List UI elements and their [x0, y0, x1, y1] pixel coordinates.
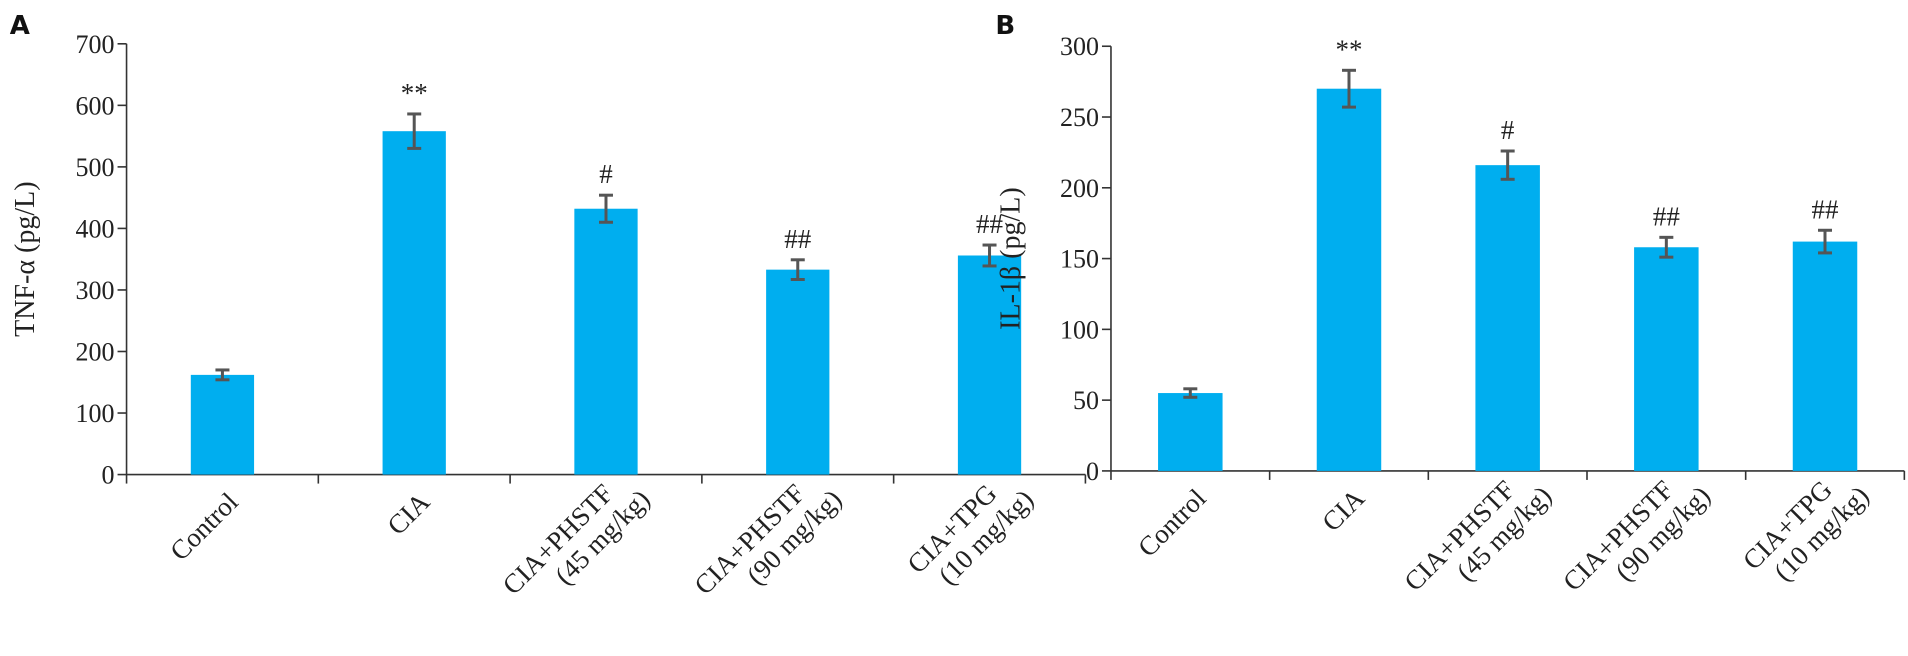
panel-a-chart: A 0 100 200 300 400 500 600 700 TNF-α (pg/L) Contr…: [10, 11, 1087, 622]
y-tick-label: 0: [102, 461, 115, 490]
significance-label: **: [401, 78, 428, 108]
y-tick-label: 50: [1073, 386, 1099, 415]
y-tick-label: 600: [76, 91, 115, 120]
bar: [1634, 247, 1699, 471]
x-category-label: CIA+TPG(10 mg/kg): [901, 463, 1039, 601]
x-category-label: CIA+TPG(10 mg/kg): [1737, 459, 1875, 597]
y-tick-label: 700: [76, 30, 115, 59]
x-category-label: CIA: [381, 486, 435, 540]
bar: [957, 255, 1022, 475]
bar: [190, 374, 255, 475]
bar: [766, 269, 830, 475]
y-tick-label: 100: [1060, 315, 1099, 344]
bar: [574, 208, 638, 475]
x-category-label: CIA+PHSTF(45 mg/kg): [1398, 459, 1557, 618]
y-tick-label: 100: [76, 399, 115, 428]
bar: [1792, 241, 1858, 471]
y-tick-label: 500: [76, 153, 115, 182]
y-axis-title: IL-1β (pg/L): [996, 187, 1027, 330]
x-category-label: CIA+PHSTF(45 mg/kg): [497, 463, 656, 622]
panel-letter: B: [995, 11, 1015, 41]
x-category-label: Control: [1132, 483, 1212, 563]
y-tick-label: 200: [76, 337, 115, 366]
significance-label: ##: [784, 224, 812, 254]
bar: [1158, 393, 1223, 471]
panel-b-chart: B 0 50 100 150 200 250 300 IL-1β (pg/L) Control **…: [995, 11, 1906, 618]
significance-label: #: [1501, 115, 1515, 145]
x-category-label: CIA+PHSTF(90 mg/kg): [688, 463, 847, 622]
y-tick-label: 0: [1086, 457, 1099, 486]
significance-label: #: [599, 159, 613, 189]
significance-label: ##: [976, 209, 1004, 239]
significance-label: ##: [1653, 201, 1681, 231]
bar: [382, 131, 446, 475]
significance-label: ##: [1812, 194, 1840, 224]
significance-label: **: [1335, 34, 1362, 64]
bar: [1316, 88, 1382, 471]
y-tick-label: 300: [1060, 32, 1099, 61]
x-category-label: CIA+PHSTF(90 mg/kg): [1557, 459, 1716, 618]
bar: [1475, 165, 1540, 471]
y-axis-title: TNF-α (pg/L): [10, 181, 41, 336]
y-tick-label: 400: [76, 214, 115, 243]
y-tick-label: 250: [1060, 103, 1099, 132]
y-tick-label: 150: [1060, 245, 1099, 274]
x-category-label: CIA: [1316, 483, 1370, 537]
y-tick-label: 300: [76, 276, 115, 305]
panel-letter: A: [10, 11, 30, 41]
y-tick-label: 200: [1060, 174, 1099, 203]
x-category-label: Control: [164, 487, 244, 567]
